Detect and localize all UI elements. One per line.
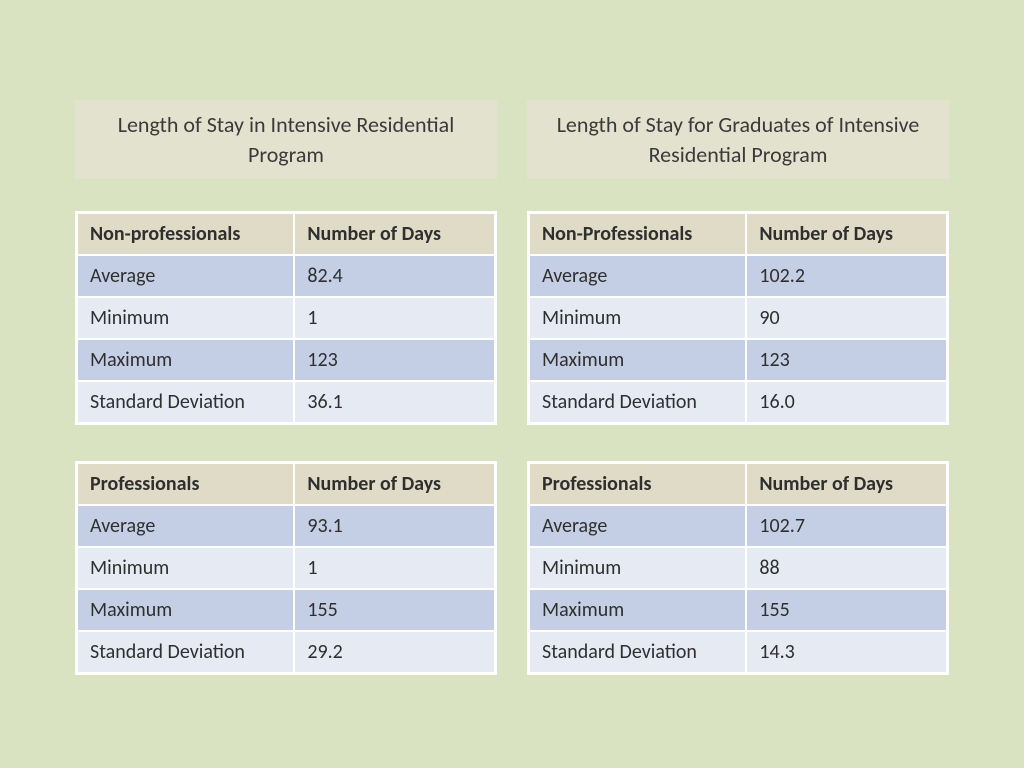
table-header: Professionals xyxy=(529,463,746,505)
row-value: 90 xyxy=(746,297,947,339)
row-label: Minimum xyxy=(529,297,746,339)
right-title: Length of Stay for Graduates of Intensiv… xyxy=(527,100,949,179)
row-label: Standard Deviation xyxy=(77,631,294,673)
row-value: 88 xyxy=(746,547,947,589)
table-header: Non-Professionals xyxy=(529,213,746,255)
table-row: Average 102.7 xyxy=(529,505,947,547)
row-value: 1 xyxy=(294,547,495,589)
row-label: Maximum xyxy=(77,339,294,381)
row-label: Minimum xyxy=(529,547,746,589)
row-label: Maximum xyxy=(77,589,294,631)
row-label: Average xyxy=(77,505,294,547)
row-label: Maximum xyxy=(529,589,746,631)
table-row: Maximum 123 xyxy=(77,339,495,381)
row-value: 36.1 xyxy=(294,381,495,423)
row-label: Standard Deviation xyxy=(529,381,746,423)
table-header: Number of Days xyxy=(746,463,947,505)
table-row: Standard Deviation 16.0 xyxy=(529,381,947,423)
row-value: 16.0 xyxy=(746,381,947,423)
row-value: 123 xyxy=(294,339,495,381)
row-value: 1 xyxy=(294,297,495,339)
row-label: Average xyxy=(529,255,746,297)
table-row: Standard Deviation 14.3 xyxy=(529,631,947,673)
row-label: Maximum xyxy=(529,339,746,381)
table-row: Minimum 1 xyxy=(77,547,495,589)
table-row: Minimum 1 xyxy=(77,297,495,339)
table-header: Number of Days xyxy=(746,213,947,255)
right-table-professionals: Professionals Number of Days Average 102… xyxy=(527,461,949,675)
left-column: Length of Stay in Intensive Residential … xyxy=(75,100,497,708)
table-row: Average 102.2 xyxy=(529,255,947,297)
row-label: Average xyxy=(77,255,294,297)
table-row: Minimum 90 xyxy=(529,297,947,339)
table-row: Standard Deviation 36.1 xyxy=(77,381,495,423)
table-row: Standard Deviation 29.2 xyxy=(77,631,495,673)
row-label: Minimum xyxy=(77,297,294,339)
left-table-professionals: Professionals Number of Days Average 93.… xyxy=(75,461,497,675)
table-header: Professionals xyxy=(77,463,294,505)
left-title: Length of Stay in Intensive Residential … xyxy=(75,100,497,179)
table-row: Maximum 155 xyxy=(529,589,947,631)
table-row: Average 93.1 xyxy=(77,505,495,547)
row-value: 123 xyxy=(746,339,947,381)
row-value: 155 xyxy=(746,589,947,631)
left-table-nonprofessionals: Non-professionals Number of Days Average… xyxy=(75,211,497,425)
right-column: Length of Stay for Graduates of Intensiv… xyxy=(527,100,949,708)
row-value: 14.3 xyxy=(746,631,947,673)
table-row: Maximum 123 xyxy=(529,339,947,381)
table-header: Number of Days xyxy=(294,213,495,255)
row-label: Average xyxy=(529,505,746,547)
table-row: Average 82.4 xyxy=(77,255,495,297)
table-row: Minimum 88 xyxy=(529,547,947,589)
row-value: 29.2 xyxy=(294,631,495,673)
row-value: 102.7 xyxy=(746,505,947,547)
table-row: Maximum 155 xyxy=(77,589,495,631)
right-table-nonprofessionals: Non-Professionals Number of Days Average… xyxy=(527,211,949,425)
table-header: Non-professionals xyxy=(77,213,294,255)
row-value: 82.4 xyxy=(294,255,495,297)
row-label: Standard Deviation xyxy=(77,381,294,423)
table-header: Number of Days xyxy=(294,463,495,505)
row-value: 93.1 xyxy=(294,505,495,547)
row-label: Standard Deviation xyxy=(529,631,746,673)
row-value: 155 xyxy=(294,589,495,631)
row-value: 102.2 xyxy=(746,255,947,297)
row-label: Minimum xyxy=(77,547,294,589)
